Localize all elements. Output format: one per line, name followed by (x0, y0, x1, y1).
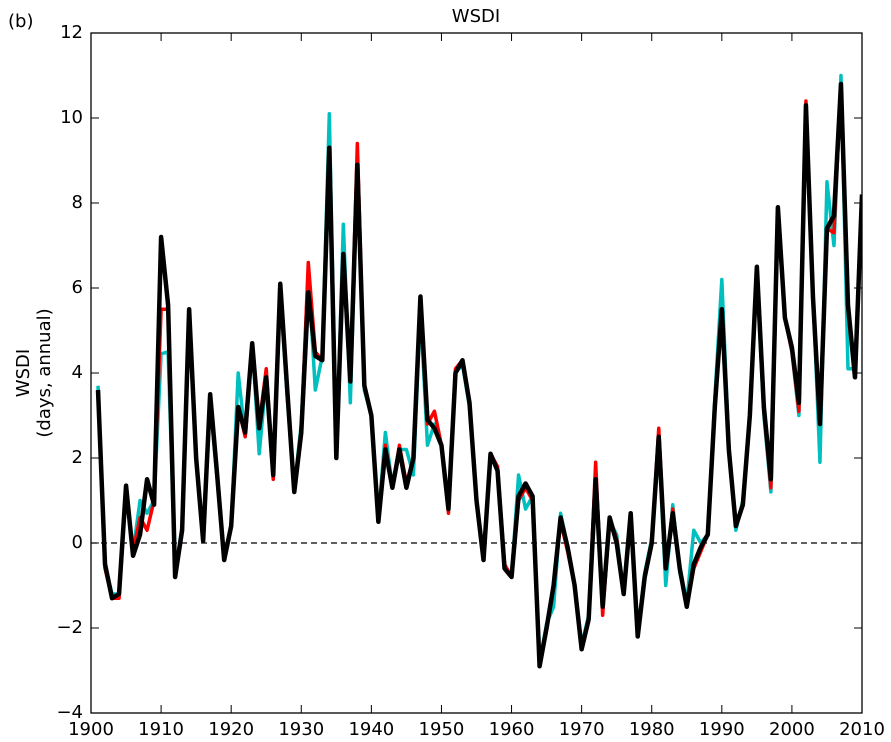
y-tick-label: 8 (72, 192, 83, 213)
y-tick-label: 6 (72, 277, 83, 298)
y-tick-label: 4 (72, 362, 83, 383)
x-tick-label: 1950 (419, 719, 465, 740)
plot-frame (90, 32, 863, 714)
x-tick-label: 1980 (629, 719, 675, 740)
x-tick-label: 1990 (699, 719, 745, 740)
y-tick-label: −2 (56, 617, 83, 638)
x-tick-label: 2010 (839, 719, 885, 740)
panel-label: (b) (8, 11, 33, 32)
x-tick-label: 1940 (348, 719, 394, 740)
y-tick-label: 2 (72, 447, 83, 468)
x-tick-label: 2000 (769, 719, 815, 740)
y-axis-label: WSDI (days, annual) (13, 308, 55, 437)
series-line (96, 73, 862, 664)
y-tick-label: −4 (56, 702, 83, 723)
y-tick-label: 10 (60, 107, 83, 128)
x-tick-label: 1930 (278, 719, 324, 740)
y-axis-label-line: (days, annual) (34, 308, 55, 437)
x-tick-label: 1900 (68, 719, 114, 740)
chart-title: WSDI (452, 6, 500, 27)
plot-lines (95, 73, 862, 669)
x-tick-label: 1910 (138, 719, 184, 740)
x-tick-label: 1920 (208, 719, 254, 740)
y-tick-label: 0 (72, 532, 83, 553)
y-axis-label-line: WSDI (13, 349, 34, 397)
y-tick-label: 12 (60, 22, 83, 43)
x-tick-label: 1970 (559, 719, 605, 740)
series-line (95, 81, 862, 669)
series-line (96, 82, 862, 668)
x-tick-label: 1960 (489, 719, 535, 740)
